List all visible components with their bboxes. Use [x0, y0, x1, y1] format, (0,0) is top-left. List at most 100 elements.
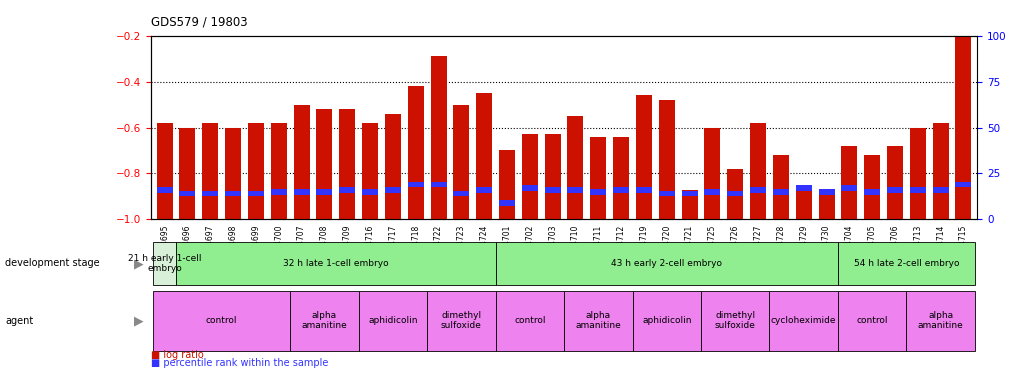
Bar [452, 191, 469, 196]
Text: ▶: ▶ [133, 257, 144, 270]
Bar [225, 128, 240, 219]
Bar [906, 291, 974, 351]
Text: dimethyl
sulfoxide: dimethyl sulfoxide [440, 311, 481, 330]
Bar [681, 191, 697, 196]
Bar [522, 185, 537, 191]
Bar [359, 291, 427, 351]
Bar [700, 291, 768, 351]
Bar [289, 291, 359, 351]
Text: control: control [206, 316, 237, 325]
Bar [408, 86, 423, 219]
Text: 54 h late 2-cell embryo: 54 h late 2-cell embryo [853, 259, 958, 268]
Bar [612, 187, 629, 193]
Bar [430, 56, 446, 219]
Bar [590, 137, 605, 219]
Bar [157, 187, 172, 193]
Bar [293, 105, 310, 219]
Bar [727, 169, 743, 219]
Bar [863, 189, 879, 195]
Text: alpha
amanitine: alpha amanitine [575, 311, 621, 330]
Bar [749, 123, 765, 219]
Bar [339, 187, 355, 193]
Bar [681, 189, 697, 219]
Bar [887, 146, 902, 219]
Bar [955, 182, 970, 187]
Bar [452, 105, 469, 219]
Bar [727, 191, 743, 196]
Bar [817, 189, 834, 195]
Bar [427, 291, 495, 351]
Text: 43 h early 2-cell embryo: 43 h early 2-cell embryo [610, 259, 721, 268]
Bar [522, 134, 537, 219]
Bar [498, 150, 515, 219]
Bar [225, 191, 240, 196]
Bar [704, 128, 719, 219]
Text: dimethyl
sulfoxide: dimethyl sulfoxide [714, 311, 755, 330]
Text: control: control [856, 316, 888, 325]
Bar [153, 242, 176, 285]
Bar [931, 187, 948, 193]
Bar [544, 187, 560, 193]
Bar [495, 291, 564, 351]
Text: ▶: ▶ [133, 314, 144, 327]
Bar [635, 187, 651, 193]
Bar [772, 155, 788, 219]
Bar [202, 123, 218, 219]
Bar [795, 185, 811, 191]
Bar [909, 187, 925, 193]
Bar [544, 134, 560, 219]
Bar [955, 36, 970, 219]
Bar [635, 95, 651, 219]
Bar [384, 187, 400, 193]
Text: GDS579 / 19803: GDS579 / 19803 [151, 15, 248, 28]
Bar [590, 189, 605, 195]
Bar [176, 242, 495, 285]
Bar [179, 191, 196, 196]
Bar [179, 128, 196, 219]
Bar [567, 187, 583, 193]
Bar [384, 114, 400, 219]
Bar [768, 291, 838, 351]
Bar [567, 116, 583, 219]
Bar [476, 93, 492, 219]
Text: 21 h early 1-cell
embryo: 21 h early 1-cell embryo [127, 254, 201, 273]
Bar [658, 191, 675, 196]
Bar [362, 189, 378, 195]
Bar [841, 185, 857, 191]
Bar [658, 100, 675, 219]
Text: aphidicolin: aphidicolin [368, 316, 417, 325]
Text: alpha
amanitine: alpha amanitine [917, 311, 963, 330]
Bar [841, 146, 857, 219]
Text: control: control [514, 316, 545, 325]
Bar [248, 123, 264, 219]
Bar [362, 123, 378, 219]
Bar [887, 187, 902, 193]
Bar [408, 182, 423, 187]
Bar [795, 187, 811, 219]
Bar [430, 182, 446, 187]
Bar [339, 109, 355, 219]
Bar [772, 189, 788, 195]
Bar [495, 242, 838, 285]
Bar [248, 191, 264, 196]
Bar [316, 189, 332, 195]
Bar [316, 109, 332, 219]
Bar [498, 200, 515, 206]
Bar [838, 242, 974, 285]
Bar [632, 291, 700, 351]
Text: ■ log ratio: ■ log ratio [151, 350, 204, 360]
Bar [270, 123, 286, 219]
Bar [612, 137, 629, 219]
Bar [202, 191, 218, 196]
Bar [749, 187, 765, 193]
Text: ■ percentile rank within the sample: ■ percentile rank within the sample [151, 358, 328, 368]
Text: agent: agent [5, 316, 34, 326]
Bar [293, 189, 310, 195]
Bar [909, 128, 925, 219]
Bar [270, 189, 286, 195]
Bar [838, 291, 906, 351]
Text: development stage: development stage [5, 258, 100, 268]
Bar [564, 291, 632, 351]
Bar [863, 155, 879, 219]
Bar [476, 187, 492, 193]
